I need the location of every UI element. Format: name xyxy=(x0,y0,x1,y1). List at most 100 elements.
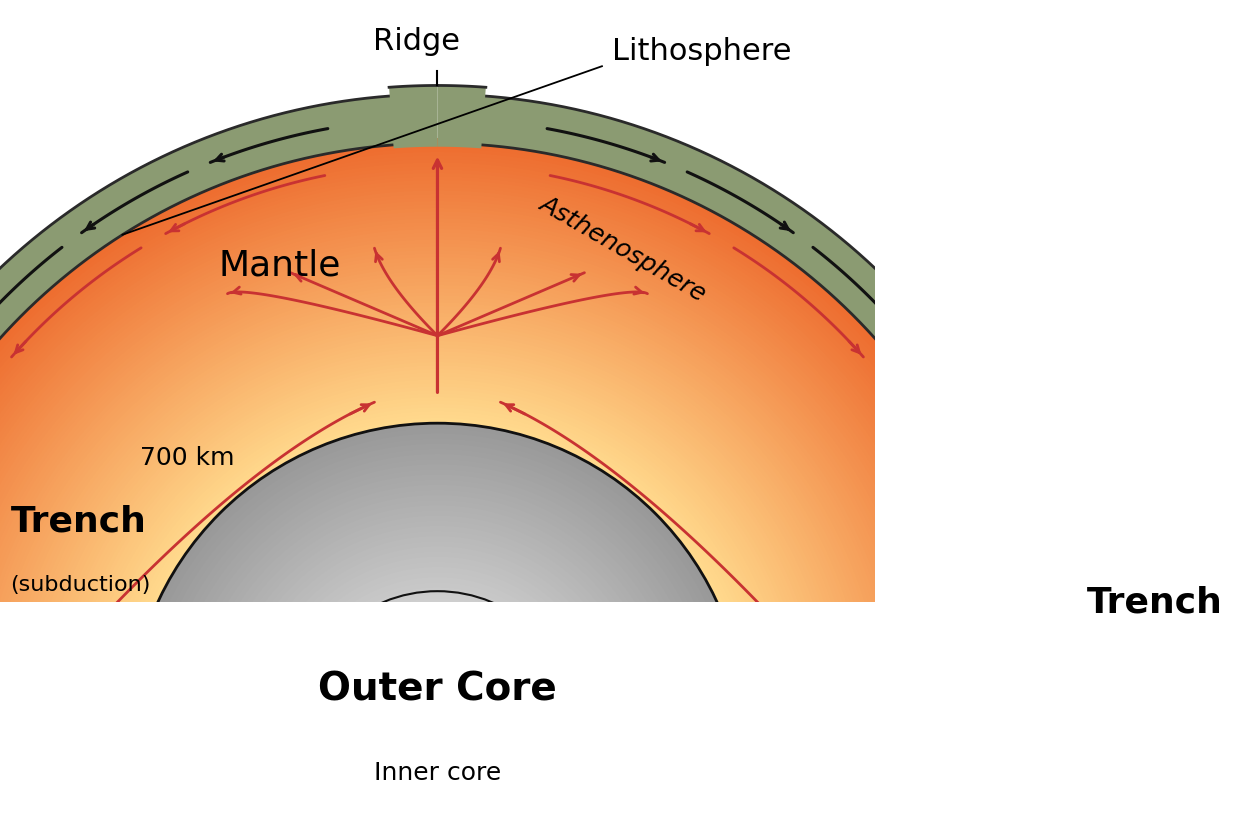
Circle shape xyxy=(346,640,528,822)
Circle shape xyxy=(156,449,720,827)
Polygon shape xyxy=(0,281,888,731)
Circle shape xyxy=(431,724,444,739)
Circle shape xyxy=(376,670,499,793)
Text: Mantle: Mantle xyxy=(219,249,341,283)
Polygon shape xyxy=(68,362,807,731)
Polygon shape xyxy=(0,229,940,731)
Circle shape xyxy=(420,714,454,748)
Circle shape xyxy=(361,654,514,808)
Text: 700 km: 700 km xyxy=(139,447,234,471)
Circle shape xyxy=(367,661,508,801)
Polygon shape xyxy=(96,390,778,731)
Polygon shape xyxy=(0,250,919,731)
Circle shape xyxy=(258,552,618,827)
Polygon shape xyxy=(92,386,782,731)
Polygon shape xyxy=(0,173,996,731)
Circle shape xyxy=(335,629,540,827)
Text: (subduction): (subduction) xyxy=(10,575,151,595)
Polygon shape xyxy=(34,327,842,731)
Circle shape xyxy=(253,547,622,827)
Circle shape xyxy=(350,643,525,819)
Circle shape xyxy=(325,619,550,827)
Circle shape xyxy=(417,710,458,752)
Circle shape xyxy=(350,644,524,819)
Circle shape xyxy=(279,572,596,827)
Polygon shape xyxy=(0,162,1006,731)
Polygon shape xyxy=(82,376,793,731)
Circle shape xyxy=(308,602,566,827)
Circle shape xyxy=(413,706,462,756)
Polygon shape xyxy=(44,337,832,731)
Polygon shape xyxy=(0,257,911,731)
Circle shape xyxy=(427,720,448,742)
Circle shape xyxy=(340,633,535,827)
Polygon shape xyxy=(103,397,772,731)
Polygon shape xyxy=(124,418,751,731)
Polygon shape xyxy=(437,85,486,148)
Polygon shape xyxy=(0,180,989,731)
Circle shape xyxy=(176,470,700,827)
Circle shape xyxy=(301,595,574,827)
Circle shape xyxy=(386,680,489,782)
Circle shape xyxy=(166,459,710,827)
Polygon shape xyxy=(0,215,954,731)
Polygon shape xyxy=(47,341,828,731)
Polygon shape xyxy=(86,380,789,731)
Polygon shape xyxy=(0,145,1023,731)
Circle shape xyxy=(375,668,500,794)
Polygon shape xyxy=(22,317,852,731)
Circle shape xyxy=(357,651,518,811)
Circle shape xyxy=(217,510,659,827)
Circle shape xyxy=(325,619,549,827)
Circle shape xyxy=(332,626,543,827)
Circle shape xyxy=(309,603,565,827)
Polygon shape xyxy=(51,345,824,731)
Circle shape xyxy=(322,615,553,827)
Circle shape xyxy=(273,566,601,827)
Polygon shape xyxy=(0,204,964,731)
Polygon shape xyxy=(0,261,908,731)
Circle shape xyxy=(361,654,514,808)
Polygon shape xyxy=(30,323,845,731)
Polygon shape xyxy=(100,394,776,731)
Circle shape xyxy=(161,454,715,827)
Text: Trench: Trench xyxy=(1087,586,1223,620)
Polygon shape xyxy=(121,414,754,731)
Polygon shape xyxy=(0,264,905,731)
Polygon shape xyxy=(90,383,786,731)
Polygon shape xyxy=(65,358,810,731)
Polygon shape xyxy=(0,236,933,731)
Circle shape xyxy=(299,593,576,827)
Circle shape xyxy=(304,598,571,827)
Circle shape xyxy=(129,423,746,827)
Circle shape xyxy=(268,562,606,827)
Polygon shape xyxy=(0,208,961,731)
Circle shape xyxy=(396,690,478,772)
Circle shape xyxy=(284,577,591,827)
Polygon shape xyxy=(107,400,768,731)
Circle shape xyxy=(319,612,557,827)
Circle shape xyxy=(432,726,442,736)
Polygon shape xyxy=(0,95,405,661)
Circle shape xyxy=(238,531,637,827)
Polygon shape xyxy=(0,170,1000,731)
Circle shape xyxy=(144,438,730,827)
Polygon shape xyxy=(0,243,926,731)
Circle shape xyxy=(422,715,453,747)
Circle shape xyxy=(381,675,493,787)
Polygon shape xyxy=(5,299,870,731)
Polygon shape xyxy=(129,619,746,731)
Circle shape xyxy=(427,721,448,742)
Circle shape xyxy=(149,444,725,827)
Circle shape xyxy=(181,475,695,827)
Circle shape xyxy=(407,700,468,762)
Circle shape xyxy=(186,480,688,827)
Polygon shape xyxy=(57,351,817,731)
Circle shape xyxy=(402,696,473,767)
Circle shape xyxy=(381,675,494,787)
Circle shape xyxy=(227,521,647,827)
Polygon shape xyxy=(1066,655,1122,789)
Circle shape xyxy=(342,637,532,825)
Polygon shape xyxy=(0,232,936,731)
Polygon shape xyxy=(0,187,981,731)
